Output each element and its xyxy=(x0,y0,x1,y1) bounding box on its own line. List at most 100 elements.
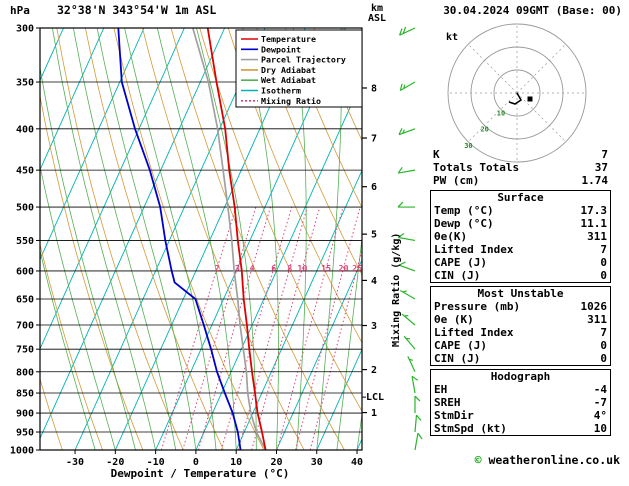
stat-value: 0 xyxy=(600,269,607,282)
stat-value: 7 xyxy=(600,326,607,339)
stat-label: Lifted Index xyxy=(434,243,514,256)
stat-value: -4 xyxy=(593,383,607,396)
stat-value: 11.1 xyxy=(580,217,608,230)
lcl-label: LCL xyxy=(366,392,384,403)
legend-label-isotherm: Isotherm xyxy=(261,86,301,96)
wind-barb xyxy=(398,128,416,136)
svg-text:6: 6 xyxy=(371,182,377,193)
svg-text:25: 25 xyxy=(352,263,362,273)
svg-text:3: 3 xyxy=(235,263,240,273)
svg-text:5: 5 xyxy=(371,230,377,241)
copyright[interactable]: © weatheronline.co.uk xyxy=(410,453,620,467)
svg-text:950: 950 xyxy=(16,428,34,439)
svg-text:10: 10 xyxy=(297,263,307,273)
svg-text:8: 8 xyxy=(371,83,377,94)
legend-label-dry_adiabat: Dry Adiabat xyxy=(261,65,316,75)
legend-label-wet_adiabat: Wet Adiabat xyxy=(261,75,316,85)
stat-label: CIN (J) xyxy=(434,269,481,282)
stat-value: 0 xyxy=(600,339,607,352)
wind-barb xyxy=(407,356,416,373)
stats-table: K 7 Totals Totals 37 PW (cm) 1.74 Surface Temp … xyxy=(430,148,611,436)
stats-section-title: Most Unstable xyxy=(477,287,564,300)
stat-row: StmDir 4° xyxy=(431,409,610,422)
stat-value: 0 xyxy=(600,256,607,269)
dewpoint-trace xyxy=(117,28,242,450)
asl-unit-label: ASL xyxy=(368,13,386,24)
temperature-axis: -30 -20 -10 0 10 20 30 40 xyxy=(66,450,363,468)
stat-row: Dewp (°C) 11.1 xyxy=(431,217,610,230)
stat-label: Pressure (mb) xyxy=(434,300,521,313)
svg-text:40: 40 xyxy=(351,457,363,468)
stat-value: 4° xyxy=(593,409,607,422)
svg-text:600: 600 xyxy=(16,266,34,277)
svg-text:2: 2 xyxy=(215,263,220,273)
wind-barb xyxy=(397,201,415,208)
stat-row: Pressure (mb) 1026 xyxy=(431,300,610,313)
svg-text:20: 20 xyxy=(480,126,488,134)
hodograph-unit-label: kt xyxy=(446,32,458,43)
wind-barb xyxy=(397,232,416,242)
legend-label-temperature: Temperature xyxy=(261,34,316,44)
km-unit-label: km xyxy=(371,3,383,14)
stat-label: Temp (°C) xyxy=(434,204,494,217)
svg-text:650: 650 xyxy=(16,295,34,306)
svg-text:8: 8 xyxy=(287,263,292,273)
temperature-trace xyxy=(206,28,267,450)
svg-text:750: 750 xyxy=(16,345,34,356)
wind-barb xyxy=(399,26,416,36)
plot-border xyxy=(39,27,363,451)
wind-barb xyxy=(398,261,416,272)
svg-text:4: 4 xyxy=(250,263,255,273)
stat-row: Temp (°C) 17.3 xyxy=(431,204,610,217)
svg-text:10: 10 xyxy=(497,109,505,117)
svg-text:500: 500 xyxy=(16,203,34,214)
svg-text:300: 300 xyxy=(16,24,34,35)
stat-row: Totals Totals 37 xyxy=(430,161,611,174)
stat-value: 7 xyxy=(601,148,608,161)
copyright-symbol: © xyxy=(474,453,482,467)
stats-section-title: Hodograph xyxy=(490,370,551,383)
svg-text:550: 550 xyxy=(16,236,34,247)
stat-label: Lifted Index xyxy=(434,326,514,339)
wind-barb xyxy=(414,432,423,451)
legend-label-mixing_ratio: Mixing Ratio xyxy=(261,96,321,106)
stat-label: StmSpd (kt) xyxy=(434,422,507,435)
stat-value: 1026 xyxy=(580,300,608,313)
svg-text:-20: -20 xyxy=(106,457,124,468)
hodograph-trace xyxy=(508,92,522,105)
hodograph: 10 20 30 xyxy=(447,23,587,163)
stat-row: CAPE (J) 0 xyxy=(431,256,610,269)
sounding-profiles xyxy=(117,28,267,450)
stat-label: θe (K) xyxy=(434,313,474,326)
stat-value: 7 xyxy=(600,243,607,256)
svg-text:-30: -30 xyxy=(66,457,84,468)
wind-barb xyxy=(397,166,416,174)
parcel-trajectory-trace xyxy=(191,28,267,450)
stat-row: EH -4 xyxy=(431,383,610,396)
stat-row: StmSpd (kt) 10 xyxy=(431,422,610,435)
svg-text:4: 4 xyxy=(371,276,377,287)
stat-row: CIN (J) 0 xyxy=(431,352,610,365)
svg-text:2: 2 xyxy=(371,365,377,376)
svg-text:1000: 1000 xyxy=(10,446,34,457)
mixing-ratio-lines xyxy=(160,206,362,450)
km-axis: 1 2 3 4 5 6 7 8 xyxy=(362,83,377,419)
stat-row: CAPE (J) 0 xyxy=(431,339,610,352)
wind-barb xyxy=(399,81,416,92)
stat-row: Lifted Index 7 xyxy=(431,243,610,256)
stats-section-surface: Surface Temp (°C) 17.3 Dewp (°C) 11.1 θe(K) 31… xyxy=(430,190,611,283)
svg-text:20: 20 xyxy=(270,457,282,468)
stat-label: θe(K) xyxy=(434,230,468,243)
stat-value: 0 xyxy=(600,352,607,365)
datetime-label: 30.04.2024 09GMT (Base: 00) xyxy=(443,4,622,17)
stat-label: EH xyxy=(434,383,448,396)
stats-section-title: Surface xyxy=(497,191,544,204)
svg-text:30: 30 xyxy=(464,142,472,150)
stat-value: 37 xyxy=(594,161,608,174)
mixing-ratio-axis-label: Mixing Ratio (g/kg) xyxy=(390,233,402,347)
svg-text:3: 3 xyxy=(371,321,377,332)
storm-motion-marker xyxy=(527,96,533,102)
